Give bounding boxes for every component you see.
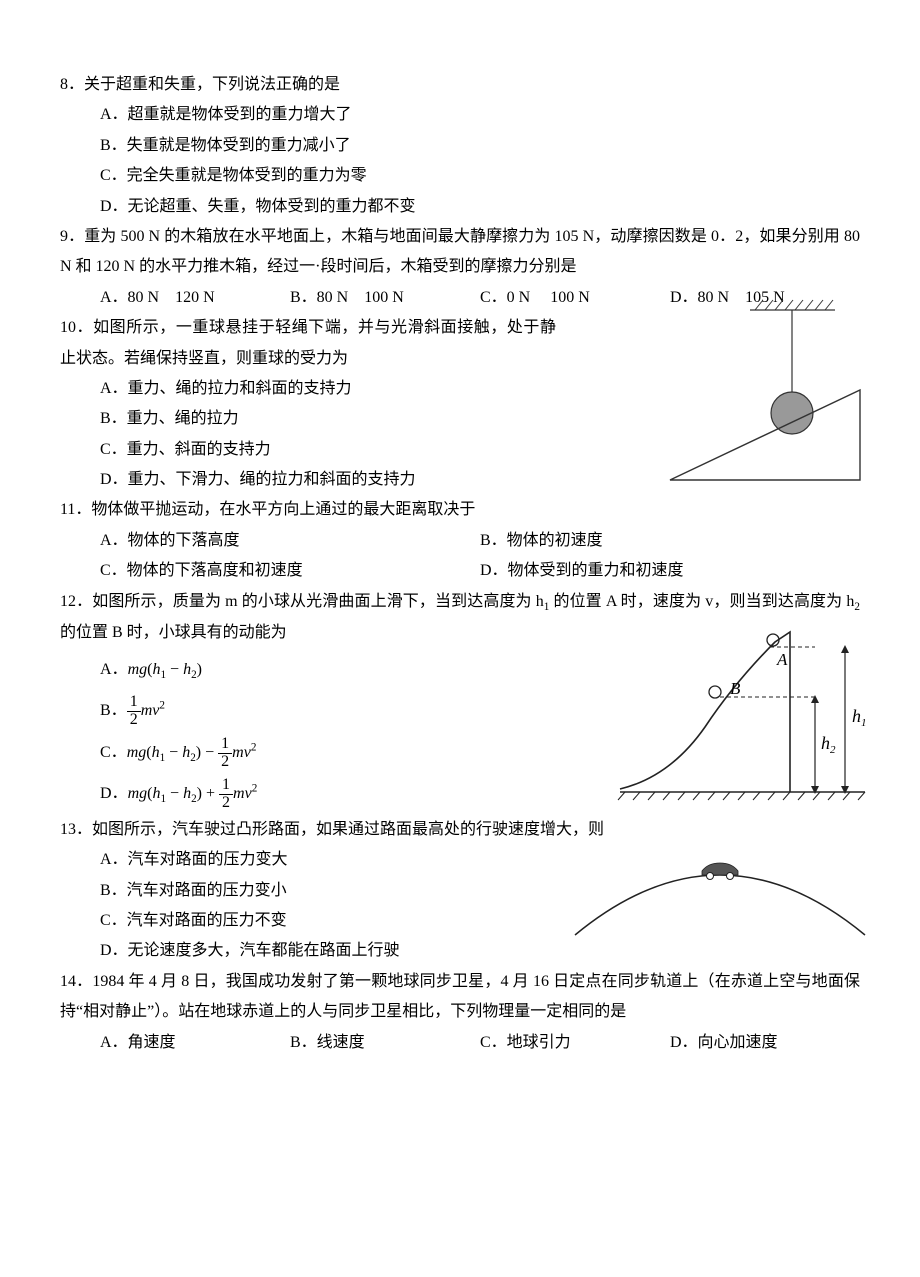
q13-figure [570,845,870,951]
q10-stem: 10．如图所示，一重球悬挂于轻绳下端，并与光滑斜面接触，处于静止状态。若绳保持竖… [60,313,556,374]
q11-num: 11． [60,501,91,518]
q14-num: 14． [60,973,92,990]
question-11: 11．物体做平抛运动，在水平方向上通过的最大距离取决于 A．物体的下落高度 B．… [60,495,860,586]
q11-stem: 11．物体做平抛运动，在水平方向上通过的最大距离取决于 [60,495,860,525]
q13-num: 13． [60,821,92,838]
q12-num: 12． [60,593,92,610]
incline-ball-diagram-icon [660,298,870,488]
q14-text: 1984 年 4 月 8 日，我国成功发射了第一颗地球同步卫星，4 月 16 日… [60,973,860,1020]
q11-options: A．物体的下落高度 B．物体的初速度 C．物体的下落高度和初速度 D．物体受到的… [60,526,860,587]
q8-opt-c: C．完全失重就是物体受到的重力为零 [100,161,860,191]
q10-num: 10． [60,319,93,336]
q14-stem: 14．1984 年 4 月 8 日，我国成功发射了第一颗地球同步卫星，4 月 1… [60,967,860,1028]
svg-text:h1: h1 [852,706,867,729]
slope-energy-diagram-icon: A B h1 h2 [615,617,870,807]
q9-num: 9． [60,228,84,245]
q10-figure [660,298,870,499]
q11-opt-a: A．物体的下落高度 [100,526,480,556]
question-12: A B h1 h2 12．如图所示，质量为 m 的小球从光滑曲面上滑下，当到达高… [60,587,860,815]
q12-text-a: 如图所示，质量为 m 的小球从光滑曲面上滑下，当到达高度为 h [92,593,544,610]
q10-text: 如图所示，一重球悬挂于轻绳下端，并与光滑斜面接触，处于静止状态。若绳保持竖直，则… [60,319,556,366]
q11-opt-d: D．物体受到的重力和初速度 [480,556,860,586]
q14-opt-a: A．角速度 [100,1028,290,1058]
q14-options: A．角速度 B．线速度 C．地球引力 D．向心加速度 [60,1028,860,1058]
q12-text-c: 的位置 B 时，小球具有的动能为 [60,624,287,641]
q12-text-b: 的位置 A 时，速度为 v，则当到达高度为 h [549,593,854,610]
q9-opt-b: B．80 N 100 N [290,283,480,313]
q9-opt-a: A．80 N 120 N [100,283,290,313]
q13-text: 如图所示，汽车驶过凸形路面，如果通过路面最高处的行驶速度增大，则 [92,821,604,838]
svg-text:h2: h2 [821,733,836,756]
q11-text: 物体做平抛运动，在水平方向上通过的最大距离取决于 [91,501,475,518]
q14-opt-c: C．地球引力 [480,1028,670,1058]
q8-text: 关于超重和失重，下列说法正确的是 [84,76,340,93]
q11-opt-b: B．物体的初速度 [480,526,860,556]
label-b: B [730,679,741,698]
q12-figure: A B h1 h2 [615,617,870,818]
question-8: 8．关于超重和失重，下列说法正确的是 A．超重就是物体受到的重力增大了 B．失重… [60,70,860,222]
question-14: 14．1984 年 4 月 8 日，我国成功发射了第一颗地球同步卫星，4 月 1… [60,967,860,1058]
question-13: 13．如图所示，汽车驶过凸形路面，如果通过路面最高处的行驶速度增大，则 A．汽车… [60,815,860,967]
q9-opt-c: C．0 N 100 N [480,283,670,313]
q8-stem: 8．关于超重和失重，下列说法正确的是 [60,70,860,100]
q9-text: 重为 500 N 的木箱放在水平地面上，木箱与地面间最大静摩擦力为 105 N，… [60,228,860,275]
label-a: A [776,650,788,669]
convex-road-diagram-icon [570,845,870,940]
question-10: 10．如图所示，一重球悬挂于轻绳下端，并与光滑斜面接触，处于静止状态。若绳保持竖… [60,313,860,495]
q8-opt-d: D．无论超重、失重，物体受到的重力都不变 [100,192,860,222]
q8-opt-b: B．失重就是物体受到的重力减小了 [100,131,860,161]
q8-options: A．超重就是物体受到的重力增大了 B．失重就是物体受到的重力减小了 C．完全失重… [60,100,860,222]
q14-opt-d: D．向心加速度 [670,1028,860,1058]
q14-opt-b: B．线速度 [290,1028,480,1058]
q8-opt-a: A．超重就是物体受到的重力增大了 [100,100,860,130]
q11-opt-c: C．物体的下落高度和初速度 [100,556,480,586]
q8-num: 8． [60,76,84,93]
q9-stem: 9．重为 500 N 的木箱放在水平地面上，木箱与地面间最大静摩擦力为 105 … [60,222,860,283]
q13-stem: 13．如图所示，汽车驶过凸形路面，如果通过路面最高处的行驶速度增大，则 [60,815,860,845]
